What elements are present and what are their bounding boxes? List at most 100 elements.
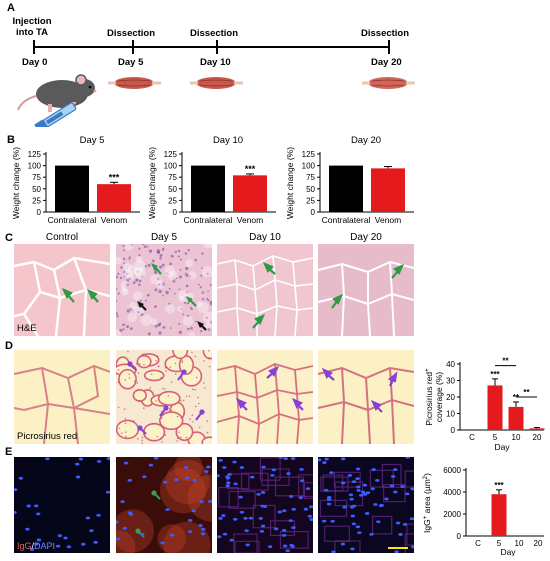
picro-category: 20 bbox=[533, 433, 542, 442]
collagen-dot bbox=[123, 408, 126, 410]
nucleus-dot bbox=[198, 283, 200, 286]
injection-label: Injection into TA bbox=[6, 16, 58, 38]
collagen-dot bbox=[180, 417, 183, 419]
tissue-gap bbox=[133, 267, 143, 276]
nucleus-dot bbox=[143, 245, 147, 249]
nucleus-dot bbox=[190, 326, 193, 330]
nucleus-dot bbox=[119, 328, 123, 333]
collagen-dot bbox=[134, 380, 136, 382]
nucleus-dot bbox=[159, 322, 162, 325]
nucleus-dot bbox=[183, 296, 188, 300]
collagen-dot bbox=[176, 437, 179, 440]
igg-tick-label: 6000 bbox=[443, 466, 461, 475]
membrane-outline bbox=[234, 540, 260, 553]
day5-label: Day 5 bbox=[118, 57, 144, 68]
tissue-gap bbox=[120, 281, 129, 290]
tissue-gap bbox=[164, 265, 176, 277]
significance-label: *** bbox=[109, 172, 120, 182]
igg-category: 10 bbox=[515, 539, 524, 548]
dapi-nucleus bbox=[116, 520, 119, 524]
dapi-nucleus bbox=[405, 457, 410, 459]
nucleus-dot bbox=[117, 272, 120, 275]
nucleus-dot bbox=[169, 262, 172, 266]
tissue-gap bbox=[127, 312, 138, 322]
igg-ylabel-sup: + bbox=[423, 515, 429, 519]
dapi-nucleus bbox=[229, 538, 234, 542]
picro-sig-day5: *** bbox=[490, 370, 500, 379]
fiber-outline bbox=[136, 354, 152, 369]
bar-venom bbox=[233, 175, 267, 212]
ifl-image-control: IgG/DAPI bbox=[14, 457, 110, 553]
collagen-dot bbox=[155, 360, 158, 362]
dapi-nucleus bbox=[307, 514, 313, 518]
picro-ylabel-line2: coverage (%) bbox=[434, 372, 444, 423]
membrane-outline bbox=[319, 499, 348, 517]
dapi-nucleus bbox=[256, 492, 261, 496]
nucleus-dot bbox=[122, 328, 125, 331]
nucleus-dot bbox=[209, 300, 212, 304]
dapi-nucleus bbox=[188, 530, 193, 534]
collagen-dot bbox=[197, 396, 200, 399]
column-title-control: Control bbox=[45, 232, 79, 243]
weight-tick-label: 125 bbox=[164, 150, 178, 159]
tissue-gap bbox=[178, 295, 186, 302]
collagen-dot bbox=[208, 365, 211, 368]
igg-tick-label: 2000 bbox=[443, 510, 461, 519]
dapi-nucleus bbox=[291, 526, 296, 530]
dapi-nucleus bbox=[218, 516, 223, 520]
nucleus-dot bbox=[200, 274, 203, 277]
dapi-nucleus bbox=[308, 505, 313, 509]
nucleus-dot bbox=[180, 258, 182, 261]
arrow-head bbox=[163, 405, 169, 411]
tissue-gap bbox=[128, 302, 137, 310]
collagen-dot bbox=[120, 432, 123, 434]
dapi-nucleus bbox=[142, 475, 147, 479]
dapi-nucleus bbox=[326, 497, 332, 501]
dapi-nucleus bbox=[357, 531, 362, 535]
nucleus-dot bbox=[189, 275, 192, 278]
dapi-nucleus bbox=[330, 519, 335, 523]
dapi-nucleus bbox=[400, 485, 405, 488]
nucleus-dot bbox=[154, 324, 158, 328]
dapi-nucleus bbox=[259, 529, 265, 533]
dapi-nucleus bbox=[360, 490, 366, 494]
picro-image-control: Picrosirius red bbox=[14, 350, 110, 444]
dapi-nucleus bbox=[356, 485, 361, 489]
dapi-nucleus bbox=[148, 463, 154, 467]
nucleus-dot bbox=[125, 283, 130, 287]
dapi-nucleus bbox=[165, 508, 170, 512]
picro-tick-label: 10 bbox=[446, 410, 455, 419]
nucleus-dot bbox=[126, 325, 129, 329]
dapi-nucleus bbox=[305, 487, 311, 491]
igg-signal bbox=[116, 530, 136, 553]
collagen-dot bbox=[136, 389, 139, 391]
collagen-dot bbox=[128, 377, 131, 379]
nucleus-dot bbox=[168, 302, 171, 306]
collagen-dot bbox=[127, 350, 129, 353]
collagen-dot bbox=[124, 379, 126, 381]
nucleus-dot bbox=[157, 323, 161, 327]
collagen-dot bbox=[174, 373, 177, 375]
tissue-gap bbox=[134, 305, 144, 316]
dapi-nucleus bbox=[140, 532, 145, 536]
fiber-outline bbox=[116, 419, 140, 440]
bar-venom bbox=[371, 168, 405, 212]
collagen-dot bbox=[195, 376, 198, 379]
nucleus-dot bbox=[180, 308, 183, 310]
nucleus-dot bbox=[186, 314, 190, 318]
dapi-nucleus bbox=[405, 492, 410, 496]
dapi-nucleus bbox=[283, 457, 288, 460]
tissue-gap bbox=[156, 280, 166, 289]
collagen-dot bbox=[207, 350, 210, 352]
collagen-dot bbox=[206, 420, 209, 422]
tissue-gap bbox=[150, 318, 158, 325]
igg-ylabel-pre: IgG bbox=[422, 519, 432, 533]
nucleus-dot bbox=[173, 278, 176, 281]
nucleus-dot bbox=[158, 283, 161, 286]
nucleus-dot bbox=[140, 312, 144, 317]
igg-signal bbox=[163, 521, 211, 553]
collagen-dot bbox=[157, 365, 160, 368]
nucleus-dot bbox=[158, 289, 162, 294]
dapi-nucleus bbox=[217, 474, 220, 478]
collagen-dot bbox=[189, 418, 191, 421]
